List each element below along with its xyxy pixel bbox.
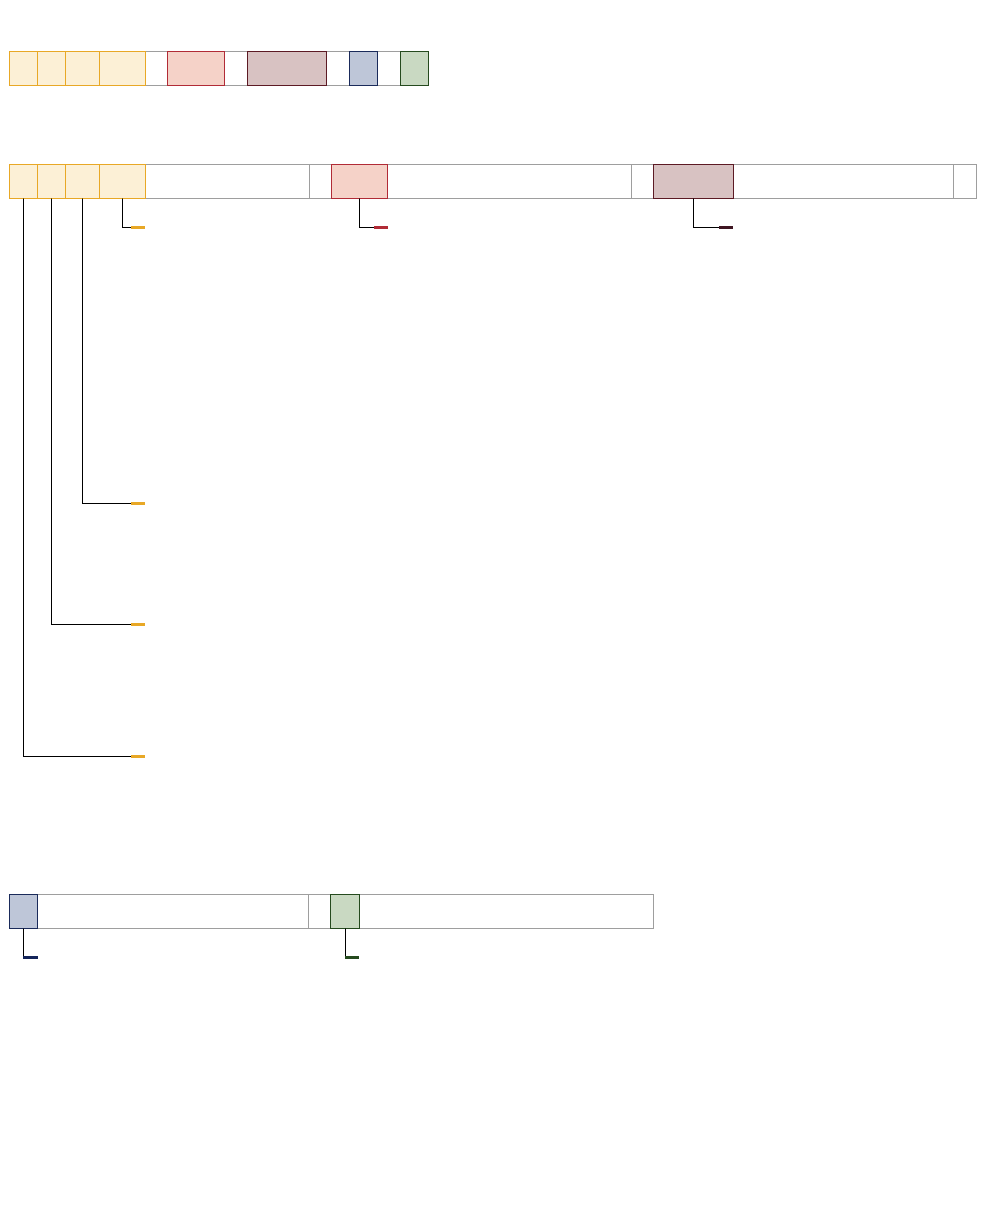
connector-orange-3-marker xyxy=(131,502,145,505)
connector-orange-4-marker xyxy=(131,226,145,229)
summary-cell-plain-4 xyxy=(377,51,401,86)
summary-cell-plain-1 xyxy=(145,51,168,86)
expanded-cell-maroon xyxy=(653,164,734,199)
summary-row xyxy=(9,51,429,86)
cell-rows xyxy=(9,51,977,929)
summary-cell-maroon xyxy=(247,51,327,86)
expanded2-cell-blue xyxy=(9,894,38,929)
expanded2-cell-plain-3 xyxy=(359,894,654,929)
expanded-row-1 xyxy=(9,164,977,199)
connector-orange-1-line xyxy=(23,198,131,757)
connector-green-marker xyxy=(345,956,359,959)
expanded-cell-orange-4 xyxy=(99,164,146,199)
expanded2-cell-plain-1 xyxy=(37,894,309,929)
connector-orange-2-line xyxy=(51,198,131,625)
connector-blue-marker xyxy=(23,956,38,959)
expanded-cell-plain-3 xyxy=(387,164,632,199)
expanded-cell-orange-3 xyxy=(65,164,100,199)
expanded2-cell-plain-2 xyxy=(308,894,331,929)
summary-cell-orange-3 xyxy=(65,51,100,86)
expanded-cell-red xyxy=(331,164,388,199)
summary-cell-red xyxy=(167,51,225,86)
connector-orange-3-line xyxy=(82,198,131,504)
connector-maroon-line xyxy=(693,198,719,228)
connector-lines xyxy=(23,198,719,958)
expanded-row-2 xyxy=(9,894,654,929)
summary-cell-orange-4 xyxy=(99,51,146,86)
summary-cell-green xyxy=(400,51,429,86)
connector-orange-4-line xyxy=(122,198,131,228)
summary-cell-orange-1 xyxy=(9,51,38,86)
summary-cell-plain-3 xyxy=(326,51,350,86)
expanded-cell-plain-2 xyxy=(309,164,332,199)
connector-red-marker xyxy=(374,226,388,229)
expanded-cell-plain-1 xyxy=(145,164,310,199)
summary-cell-orange-2 xyxy=(37,51,66,86)
connector-red-line xyxy=(359,198,374,228)
connector-blue-line xyxy=(23,928,24,958)
expanded-cell-plain-6 xyxy=(953,164,977,199)
connector-markers xyxy=(23,226,733,959)
connector-green-line xyxy=(345,928,346,958)
connector-orange-1-marker xyxy=(131,755,145,758)
expanded-cell-plain-5 xyxy=(733,164,954,199)
expanded-cell-orange-1 xyxy=(9,164,38,199)
connector-orange-2-marker xyxy=(131,623,145,626)
expanded2-cell-green xyxy=(330,894,360,929)
summary-cell-blue xyxy=(349,51,378,86)
expanded-cell-plain-4 xyxy=(631,164,654,199)
expanded-cell-orange-2 xyxy=(37,164,66,199)
summary-cell-plain-2 xyxy=(224,51,248,86)
connector-maroon-marker xyxy=(719,226,733,229)
